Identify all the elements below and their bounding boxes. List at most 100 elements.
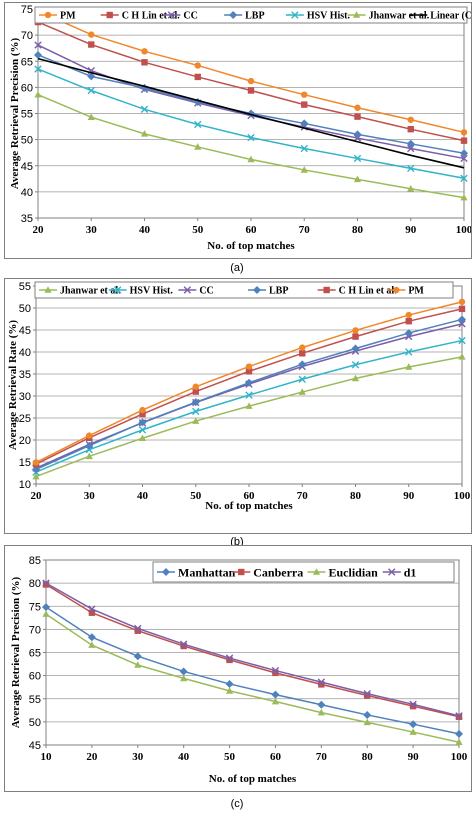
- chart-0-ytick-label: 75: [21, 4, 33, 16]
- chart-1-ytick-label: 35: [19, 369, 31, 381]
- chart-1-point-c-h-lin-et-al: [352, 333, 359, 340]
- chart-0-point-lbp: [87, 72, 96, 81]
- chart-0-point-pm: [460, 129, 468, 136]
- chart-0-legend-marker-hsv-hist: [291, 11, 299, 19]
- chart-1-point-pm: [405, 311, 412, 319]
- chart-0-point-jhanwar-et-al: [87, 113, 95, 120]
- chart-0-point-pm: [247, 77, 255, 85]
- chart-0-point-hsv-hist: [87, 86, 95, 95]
- chart-0-ytick-label: 35: [21, 213, 33, 225]
- chart-1-point-hsv-hist: [192, 407, 200, 416]
- chart-1-ytick-label: 45: [19, 325, 31, 337]
- chart-0-legend-marker-pm: [44, 11, 52, 19]
- chart-0-point-jhanwar-et-al: [353, 175, 362, 183]
- chart-1-legend-marker-cc: [183, 286, 192, 294]
- chart-2-ytick-label: 45: [29, 740, 41, 752]
- chart-1-ytick-label: 15: [19, 457, 31, 469]
- chart-0-point-cc: [407, 144, 415, 153]
- chart-0-point-hsv-hist: [407, 164, 415, 173]
- chart-0-point-hsv-hist: [34, 65, 42, 73]
- chart-1-point-hsv-hist: [298, 375, 306, 383]
- chart-1-point-pm: [352, 327, 359, 334]
- chart-0-legend-marker-c-h-lin-et-al: [106, 11, 113, 19]
- chart-0-ytick-label: 50: [21, 135, 33, 147]
- chart-1-legend-marker-jhanwar-et-al: [44, 286, 52, 293]
- chart-2-point-d1: [225, 654, 234, 662]
- chart-2-point-euclidian: [455, 738, 463, 746]
- chart-0-xtick-label: 30: [86, 224, 98, 236]
- chart-0-point-jhanwar-et-al: [460, 193, 468, 201]
- chart-0-svg: 35 40 45 50 55 60 65 70 75 20 30 40 50 60 70 80 90 100 No.…: [9, 4, 471, 252]
- chart-1-point-jhanwar-et-al: [138, 434, 147, 442]
- chart-0-point-pm: [407, 116, 414, 123]
- chart-1-legend-label-jhanwar-et-al: Jhanwar et al.: [60, 286, 121, 297]
- chart-1-point-pm: [139, 406, 146, 414]
- chart-2-series-manhattan: [42, 603, 463, 738]
- chart-0-series-linear-cc: [37, 57, 465, 169]
- chart-0-legend-label-hsv-hist: HSV Hist.: [307, 11, 351, 22]
- chart-1-xtick-label: 20: [31, 490, 43, 502]
- chart-1-xtick-label: 50: [190, 490, 202, 502]
- chart-2-point-d1: [455, 712, 463, 720]
- chart-2-xtick-label: 90: [408, 751, 420, 763]
- chart-1-point-jhanwar-et-al: [192, 417, 200, 424]
- chart-1-point-pm: [86, 432, 93, 439]
- chart-2-legend-box: [152, 561, 455, 583]
- chart-1-point-lbp: [245, 378, 253, 387]
- chart-0-ytick-label: 65: [21, 56, 33, 68]
- chart-1-legend-marker-lbp: [253, 286, 261, 294]
- chart-0-legend-label-pm: PM: [60, 11, 76, 22]
- chart-2-xtick-label: 10: [41, 751, 53, 763]
- chart-2-point-manhattan: [87, 633, 96, 642]
- chart-1-point-c-h-lin-et-al: [299, 350, 306, 357]
- chart-2-xtick-label: 80: [362, 751, 374, 763]
- caption-c: (c): [230, 798, 244, 810]
- chart-2-point-d1: [271, 666, 280, 675]
- chart-2-point-d1: [409, 700, 417, 708]
- chart-2-point-euclidian: [271, 697, 280, 705]
- chart-0-point-lbp: [406, 139, 415, 148]
- chart-2-ytick-label: 50: [29, 717, 41, 729]
- chart-0-point-pm: [194, 62, 201, 69]
- chart-0-legend: PM C H Lin et al. CC LBP HSV Hist. Jhanwar et…: [34, 6, 471, 24]
- chart-2-ytick-label: 55: [29, 694, 41, 706]
- chart-1-ytick-label: 40: [19, 347, 31, 359]
- chart-2-point-d1: [42, 579, 50, 587]
- chart-2-ytick-label: 70: [29, 624, 41, 636]
- chart-1-point-lbp: [85, 441, 94, 450]
- chart-1-point-c-h-lin-et-al: [458, 305, 466, 313]
- chart-0-point-lbp: [300, 119, 309, 128]
- chart-2-legend-label-d1: d1: [404, 565, 417, 579]
- chart-0-legend-label-c-h-lin-et-al: C H Lin et al.: [122, 11, 181, 22]
- chart-0-xtick-label: 40: [139, 224, 151, 236]
- chart-1-legend: Jhanwar et al. HSV Hist. CC LBP C H Lin et a…: [34, 281, 454, 299]
- chart-2-ytick-label: 65: [29, 648, 41, 660]
- chart-1-point-c-h-lin-et-al: [139, 410, 146, 418]
- chart-0-point-c-h-lin-et-al: [141, 59, 148, 66]
- chart-2-point-euclidian: [88, 641, 96, 648]
- chart-1-legend-marker-c-h-lin-et-al: [323, 286, 330, 294]
- chart-1-legend-label-hsv-hist: HSV Hist.: [130, 286, 174, 297]
- chart-2-point-euclidian: [180, 674, 188, 682]
- chart-1-series-jhanwar-et-al: [32, 353, 466, 480]
- chart-1-point-pm: [32, 459, 40, 466]
- chart-0-xlabel: No. of top matches: [207, 240, 295, 252]
- chart-1-point-jhanwar-et-al: [351, 374, 360, 382]
- chart-1-point-pm: [458, 298, 466, 306]
- chart-2-point-euclidian: [225, 687, 234, 694]
- chart-0-point-pm: [301, 91, 308, 98]
- chart-2-xtick-label: 100: [451, 751, 468, 763]
- chart-0-legend-label-lbp: LBP: [245, 11, 264, 22]
- chart-2-legend-label-manhattan: Manhattan: [178, 565, 236, 579]
- chart-0-point-jhanwar-et-al: [247, 155, 255, 163]
- chart-2-point-d1: [179, 640, 188, 648]
- chart-1-point-pm: [299, 344, 306, 351]
- chart-1-point-lbp: [138, 418, 147, 427]
- chart-0-point-pm: [354, 104, 361, 111]
- chart-1-point-hsv-hist: [458, 336, 466, 345]
- chart-0-xtick-label: 60: [246, 224, 258, 236]
- chart-panel-a: 35 40 45 50 55 60 65 70 75 20 30 40 50 60 70 80 90 100 No.…: [4, 2, 472, 259]
- chart-1-legend-marker-hsv-hist: [113, 286, 122, 294]
- chart-0-point-cc: [34, 41, 42, 49]
- chart-0-xtick-label: 50: [192, 224, 204, 236]
